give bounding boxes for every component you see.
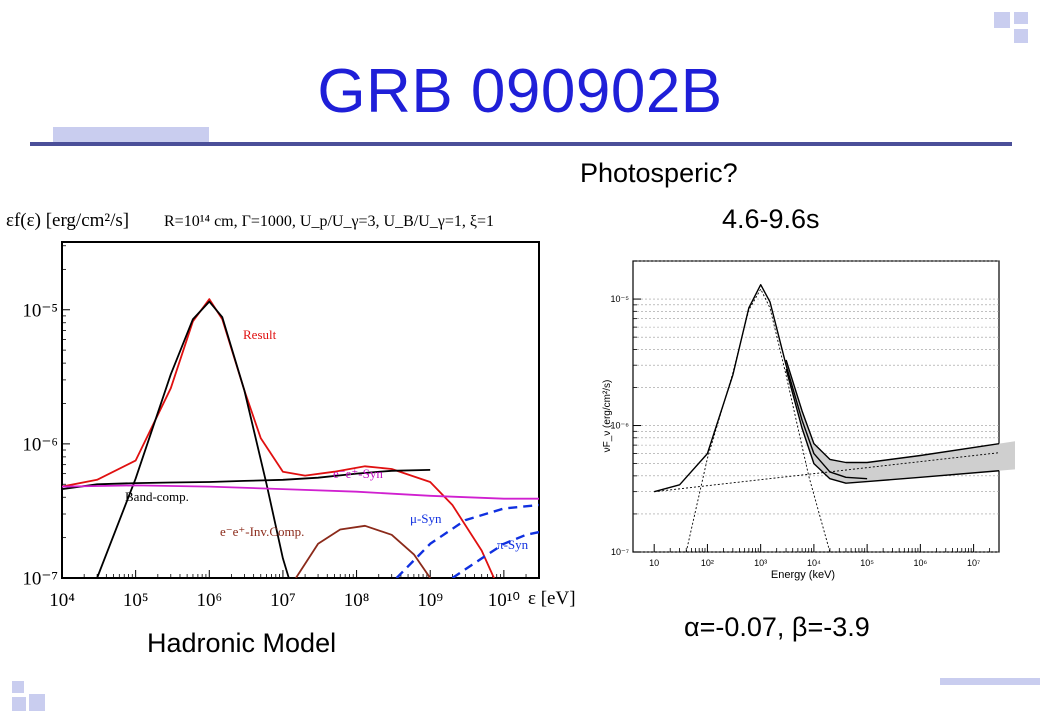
series-band-lower bbox=[785, 368, 999, 484]
x-tick-label: 10³ bbox=[754, 558, 767, 568]
decor-square-bottom-1 bbox=[12, 681, 24, 693]
decor-square-bottom-3 bbox=[29, 694, 45, 711]
series-label: e⁻e⁺-Syn bbox=[333, 466, 383, 481]
photospheric-fit-chart: 10 10² 10³ 10⁴ 10⁵ 10⁶ 10⁷ 10⁻⁵ 10⁻⁶ 10⁻⁷ Energy … bbox=[602, 260, 1015, 581]
time-interval-label: 4.6-9.6s bbox=[722, 204, 820, 234]
x-tick-label: 10⁶ bbox=[914, 558, 928, 568]
y-tick-label: 10⁻⁵ bbox=[22, 300, 58, 321]
series--syn bbox=[451, 530, 539, 578]
photospheric-label: Photosperic? bbox=[580, 158, 738, 188]
model-params-label: R=10¹⁴ cm, Γ=1000, U_p/U_γ=3, U_B/U_γ=1,… bbox=[164, 213, 494, 230]
series-label: Band-comp. bbox=[125, 489, 189, 504]
series-label: e⁻e⁺-Inv.Comp. bbox=[220, 524, 304, 539]
x-axis-label: Energy (keV) bbox=[771, 569, 835, 581]
x-tick-label: 10 bbox=[649, 558, 659, 568]
x-tick-label: 10⁹ bbox=[417, 590, 443, 611]
hadronic-model-label: Hadronic Model bbox=[147, 628, 337, 658]
x-tick-label: 10¹⁰ bbox=[488, 590, 520, 611]
decor-bar-bottom bbox=[940, 678, 1040, 685]
decor-square-top-3 bbox=[1014, 29, 1028, 43]
x-tick-label: 10⁴ bbox=[49, 590, 75, 611]
y-axis-label: εf(ε) [erg/cm²/s] bbox=[6, 210, 129, 231]
series-band-upper bbox=[785, 359, 999, 464]
series-powerlaw bbox=[654, 452, 999, 493]
x-tick-label: 10⁷ bbox=[270, 590, 296, 611]
y-tick-label: 10⁻⁶ bbox=[22, 435, 58, 456]
y-tick-label: 10⁻⁷ bbox=[611, 547, 629, 557]
series-e-e-inv-comp- bbox=[295, 524, 431, 578]
series-band-comp-peak bbox=[96, 300, 290, 578]
x-tick-label: 10⁶ bbox=[196, 590, 222, 611]
x-tick-label: 10⁴ bbox=[807, 558, 821, 568]
series-result bbox=[62, 298, 495, 578]
y-tick-label: 10⁻⁷ bbox=[22, 569, 58, 590]
decor-square-top-2 bbox=[1014, 12, 1028, 24]
slide-title: GRB 090902B bbox=[317, 57, 723, 126]
series-label: π-Syn bbox=[497, 537, 529, 552]
fit-parameters-label: α=-0.07, β=-3.9 bbox=[684, 612, 870, 642]
y-tick-label: 10⁻⁵ bbox=[611, 294, 630, 304]
hadronic-model-chart: εf(ε) [erg/cm²/s] R=10¹⁴ cm, Γ=1000, U_p… bbox=[6, 210, 576, 611]
x-tick-label: 10⁷ bbox=[967, 558, 980, 568]
y-tick-label: 10⁻⁶ bbox=[611, 421, 630, 431]
x-tick-label: 10⁵ bbox=[123, 590, 149, 611]
uncertainty-band bbox=[786, 360, 1015, 484]
series-e-e-syn bbox=[62, 484, 539, 500]
x-axis-label: ε [eV] bbox=[528, 588, 576, 609]
x-tick-label: 10⁸ bbox=[344, 590, 370, 611]
decor-square-bottom-2 bbox=[12, 697, 26, 711]
series-band-comp- bbox=[62, 469, 431, 490]
series-label: Result bbox=[243, 327, 277, 342]
plot-frame bbox=[61, 241, 540, 579]
x-tick-label: 10² bbox=[701, 558, 714, 568]
title-rule bbox=[30, 142, 1012, 146]
decor-square-top-1 bbox=[994, 12, 1010, 28]
series-label: μ-Syn bbox=[410, 511, 442, 526]
y-axis-label: νF_ν (erg/cm²/s) bbox=[602, 380, 613, 453]
plot-frame bbox=[632, 260, 1000, 553]
series-band bbox=[685, 288, 831, 552]
x-tick-label: 10⁵ bbox=[860, 558, 874, 568]
series--syn bbox=[395, 503, 539, 578]
decor-bar-top bbox=[53, 127, 209, 142]
